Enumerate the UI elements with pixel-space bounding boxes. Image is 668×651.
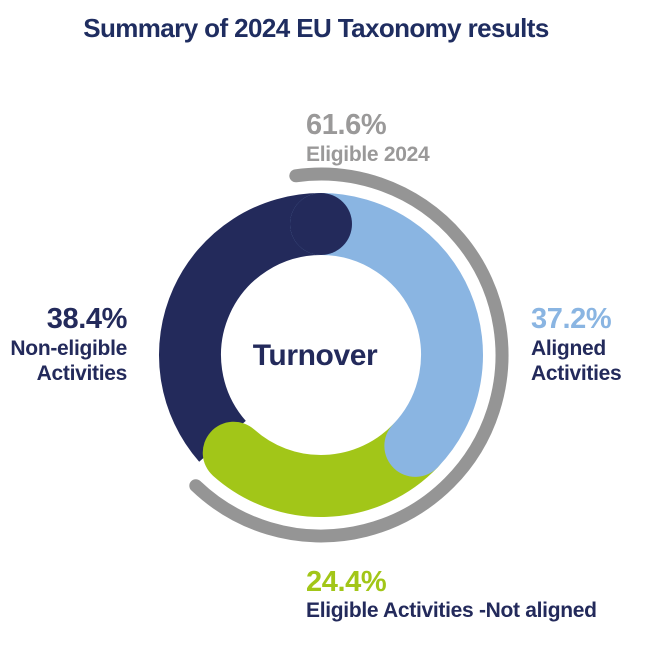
- segment-non-eligible: [159, 193, 322, 462]
- not-aligned-caption: Eligible Activities -Not aligned: [306, 599, 597, 622]
- aligned-caption-line1: Aligned: [531, 337, 606, 360]
- segment-aligned: [290, 193, 483, 477]
- outer-arc-eligible-2024: [189, 167, 509, 543]
- segment-non-eligible-cap: [290, 193, 352, 255]
- chart-title: Summary of 2024 EU Taxonomy results: [83, 13, 549, 43]
- label-non-eligible-activities: 38.4% Non-eligible Activities: [0, 302, 127, 386]
- aligned-percent: 37.2%: [531, 303, 612, 335]
- non-eligible-caption-line1: Non-eligible: [10, 337, 127, 360]
- eligible-caption: Eligible 2024: [306, 143, 430, 166]
- non-eligible-caption-line2: Activities: [36, 362, 128, 385]
- non-eligible-percent: 38.4%: [46, 303, 128, 335]
- donut-center-label: Turnover: [252, 339, 378, 372]
- eligible-percent: 61.6%: [306, 109, 387, 141]
- label-eligible-2024: 61.6% Eligible 2024: [306, 108, 430, 168]
- label-eligible-not-aligned: 24.4% Eligible Activities -Not aligned: [306, 566, 597, 623]
- aligned-caption-line2: Activities: [531, 362, 622, 385]
- label-aligned-activities: 37.2% Aligned Activities: [531, 302, 622, 386]
- not-aligned-percent: 24.4%: [306, 566, 387, 598]
